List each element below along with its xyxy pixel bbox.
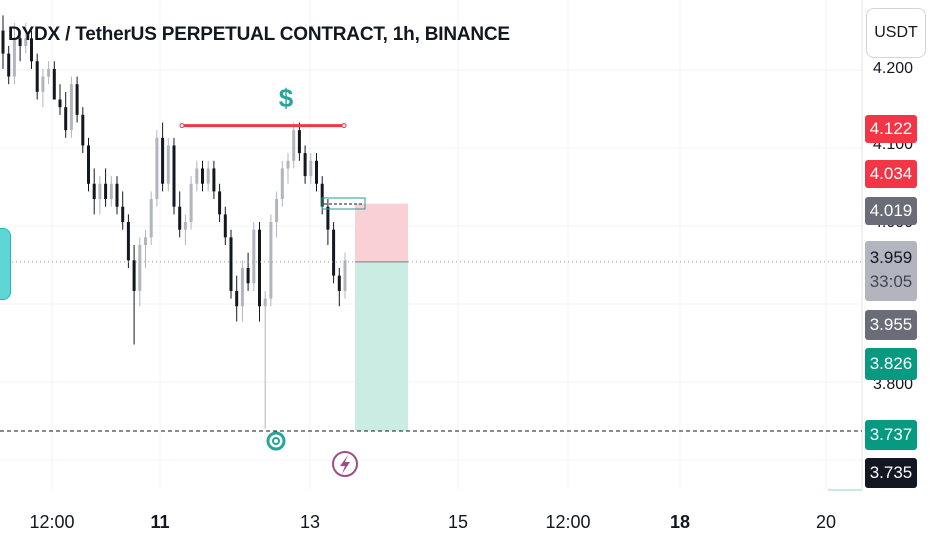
price-tag-target: 3.737 <box>865 420 917 450</box>
candle-body <box>320 183 324 207</box>
price-tag-target-mid: 3.826 <box>865 348 917 380</box>
candle-body <box>337 275 341 291</box>
candle-body <box>269 222 273 299</box>
grid-lines <box>0 0 863 490</box>
candle-body <box>178 206 182 230</box>
candle-body <box>195 168 199 184</box>
candle-body <box>303 153 307 177</box>
candle-body <box>240 267 244 307</box>
candle-body <box>87 145 90 184</box>
chart-overlays: $ <box>0 83 862 491</box>
candle-body <box>246 267 250 284</box>
candle-body <box>24 38 28 46</box>
y-tick-label: 3.800 <box>873 376 914 393</box>
candle-body <box>64 107 68 131</box>
candle-body <box>172 145 176 207</box>
candle-body <box>309 160 313 177</box>
candle-body <box>258 229 261 307</box>
dollar-icon: $ <box>279 83 294 113</box>
candle-body <box>41 76 45 92</box>
candle-body <box>292 130 296 161</box>
x-tick-label: 11 <box>150 512 170 532</box>
candle-body <box>212 168 216 192</box>
small-box-annotation <box>321 197 366 210</box>
x-tick-label: 15 <box>447 512 469 532</box>
position-zones <box>355 203 408 432</box>
bar-countdown: 33:05 <box>869 272 913 291</box>
price-tag-entry: 3.955 <box>865 310 917 340</box>
candle-body <box>132 260 136 291</box>
candle-body <box>109 183 113 200</box>
x-tick-label: 12:00 <box>29 512 75 532</box>
candle-body <box>149 199 153 238</box>
candle-body <box>52 68 56 100</box>
candle-body <box>98 183 102 200</box>
candle-body <box>183 222 187 230</box>
currency-button[interactable]: USDT <box>866 8 926 58</box>
candle-body <box>280 168 284 200</box>
candle-body <box>166 145 170 184</box>
candle-body <box>286 160 290 169</box>
candle-body <box>343 260 347 291</box>
candle-body <box>201 168 204 184</box>
candle-body <box>263 298 267 307</box>
dividend-marker-icon <box>266 431 286 451</box>
candle-body <box>115 183 119 207</box>
candle-body <box>326 206 330 230</box>
price-tag-support: 3.735 <box>865 458 917 488</box>
candle-body <box>69 84 73 131</box>
price-tag-stop-high: 4.122 <box>865 115 917 143</box>
candle-body <box>235 290 239 307</box>
candle-body <box>252 229 256 284</box>
candle-body <box>275 199 279 223</box>
resistance-line-handle <box>341 123 347 129</box>
candle-body <box>104 183 108 200</box>
candle-body <box>155 137 159 200</box>
price-tag-stop: 4.034 <box>865 160 917 188</box>
candles <box>1 15 347 429</box>
candle-body <box>30 38 33 62</box>
candle-body <box>18 38 22 46</box>
x-tick-label: 18 <box>669 512 691 532</box>
candle-body <box>332 229 336 276</box>
candle-body <box>138 245 142 291</box>
take-profit-zone <box>355 261 408 432</box>
chart-title: DYDX / TetherUS PERPETUAL CONTRACT, 1h, … <box>8 24 510 45</box>
y-tick-label: 4.200 <box>873 60 914 77</box>
candle-body <box>223 214 227 238</box>
resistance-line-handle <box>179 123 185 129</box>
x-tick-label: 13 <box>299 512 321 532</box>
candle-body <box>126 222 130 261</box>
candle-body <box>144 237 147 245</box>
candle-body <box>35 61 39 92</box>
candle-body <box>92 183 96 200</box>
candle-body <box>161 137 165 184</box>
candle-body <box>121 206 125 223</box>
candle-body <box>58 99 62 108</box>
candle-body <box>229 237 233 291</box>
candle-body <box>47 68 51 77</box>
x-tick-label: 12:00 <box>545 512 591 532</box>
candle-body <box>189 183 193 223</box>
lightning-bolt-icon <box>340 455 350 474</box>
dividend-marker-icon-inner <box>272 437 280 445</box>
price-tag-level: 4.019 <box>865 197 917 225</box>
candle-body <box>218 191 222 215</box>
candle-body <box>75 84 79 115</box>
x-tick-label: 20 <box>815 512 837 532</box>
candle-body <box>206 168 210 184</box>
last-price-value: 3.959 <box>869 248 913 267</box>
candle-body <box>1 30 5 54</box>
last-price-tag: 3.959 33:05 <box>865 241 917 301</box>
candle-body <box>12 38 16 77</box>
stop-loss-zone <box>355 203 408 262</box>
candle-body <box>81 114 85 146</box>
candle-body <box>315 160 318 184</box>
candle-body <box>7 53 11 77</box>
candle-body <box>297 130 301 154</box>
side-panel-handle[interactable] <box>0 228 11 300</box>
